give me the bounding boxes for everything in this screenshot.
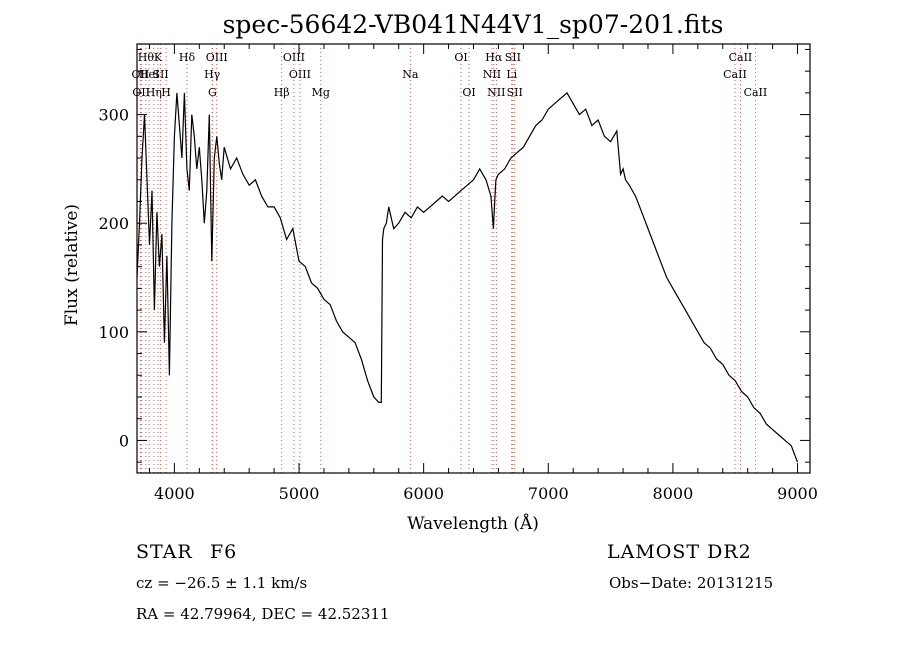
line-label-Hγ: Hγ	[204, 68, 221, 81]
line-label-NII: NII	[483, 68, 501, 81]
y-tick-label: 0	[119, 431, 129, 450]
object-class: STAR	[136, 541, 193, 563]
line-label-Mg: Mg	[312, 86, 330, 99]
x-tick-label: 9000	[777, 484, 818, 503]
redshift-readout: cz = −26.5 ± 1.1 km/s	[136, 574, 308, 592]
y-axis-label: Flux (relative)	[62, 204, 82, 326]
line-label-OIII: OIII	[283, 51, 305, 64]
line-label-Na: Na	[402, 68, 419, 81]
x-tick-label: 5000	[279, 484, 320, 503]
plot-frame	[136, 43, 811, 474]
line-label-Hδ: Hδ	[179, 51, 196, 64]
line-label-NII: NII	[487, 86, 505, 99]
line-label-CaII: CaII	[729, 51, 753, 64]
y-tick-label: 100	[98, 323, 129, 342]
spectrum-series-line	[136, 91, 799, 463]
line-label-CaII: CaII	[744, 86, 768, 99]
line-label-Hα: Hα	[485, 51, 503, 64]
chart-title: spec-56642-VB041N44V1_sp07-201.fits	[223, 10, 724, 39]
y-tick-label: 200	[98, 214, 129, 233]
line-label-K: K	[154, 51, 163, 64]
line-label-H: H	[161, 86, 171, 99]
x-tick-label: 4000	[154, 484, 195, 503]
x-tick-label: 8000	[653, 484, 694, 503]
spectral-subclass: F6	[210, 541, 238, 563]
line-label-CaII: CaII	[723, 68, 747, 81]
line-label-Li: Li	[506, 68, 517, 81]
survey-name: LAMOST DR2	[607, 541, 752, 563]
x-tick-label: 7000	[528, 484, 569, 503]
line-label-OIII: OIII	[289, 68, 311, 81]
line-label-OII: OII	[132, 68, 150, 81]
line-label-G: G	[208, 86, 217, 99]
observation-date: Obs−Date: 20131215	[609, 574, 774, 592]
line-label-SII: SII	[152, 68, 168, 81]
spectral-line-markers	[139, 44, 756, 473]
line-label-SII: SII	[505, 51, 521, 64]
coordinates-readout: RA = 42.79964, DEC = 42.52311	[136, 605, 390, 623]
line-label-Hβ: Hβ	[274, 86, 290, 99]
y-tick-label: 300	[98, 106, 129, 125]
spectral-line-labels: OIIOIIHθHeIHηKSIIHHδHγGOIIIHβOIIIOIIIMgN…	[132, 51, 768, 99]
line-label-Hθ: Hθ	[138, 51, 155, 64]
line-label-OI: OI	[454, 51, 467, 64]
line-label-OI: OI	[462, 86, 475, 99]
x-axis-ticks: 4000 5000 6000 7000 8000 9000	[148, 44, 818, 503]
line-label-HeI: HeI	[139, 68, 159, 81]
line-label-Hη: Hη	[146, 86, 162, 99]
line-label-OIII: OIII	[206, 51, 228, 64]
x-axis-label: Wavelength (Å)	[407, 513, 539, 534]
y-axis-ticks: 0 100 200 300	[98, 48, 810, 463]
line-label-SII: SII	[507, 86, 523, 99]
x-tick-label: 6000	[403, 484, 444, 503]
